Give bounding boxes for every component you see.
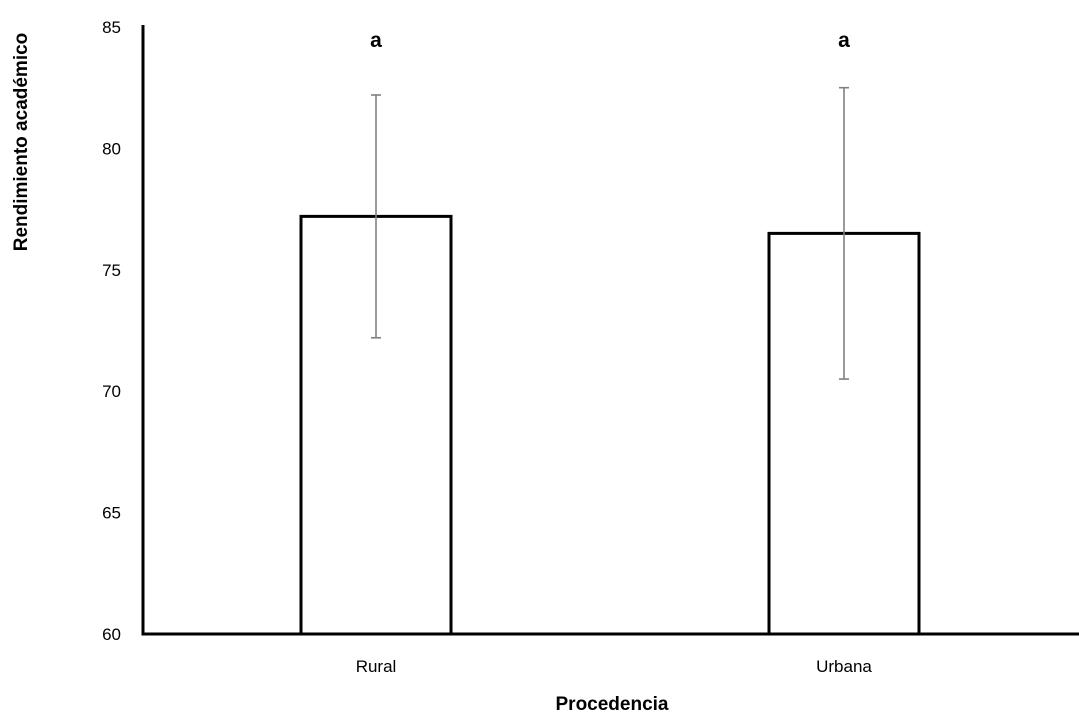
bars-layer bbox=[301, 216, 919, 634]
y-tick-label-80: 80 bbox=[102, 139, 121, 158]
y-tick-label-85: 85 bbox=[102, 18, 121, 37]
x-tick-label-urbana: Urbana bbox=[816, 657, 872, 676]
x-axis-title: Procedencia bbox=[556, 694, 669, 714]
y-axis-title: Rendimiento académico bbox=[11, 33, 32, 252]
y-tick-label-75: 75 bbox=[102, 261, 121, 280]
significance-label-rural: a bbox=[370, 29, 382, 52]
y-tick-label-65: 65 bbox=[102, 504, 121, 523]
y-tick-label-70: 70 bbox=[102, 382, 121, 401]
x-tick-label-rural: Rural bbox=[356, 657, 397, 676]
significance-label-urbana: a bbox=[838, 29, 850, 52]
y-tick-label-60: 60 bbox=[102, 625, 121, 644]
axes-layer bbox=[142, 25, 1079, 636]
